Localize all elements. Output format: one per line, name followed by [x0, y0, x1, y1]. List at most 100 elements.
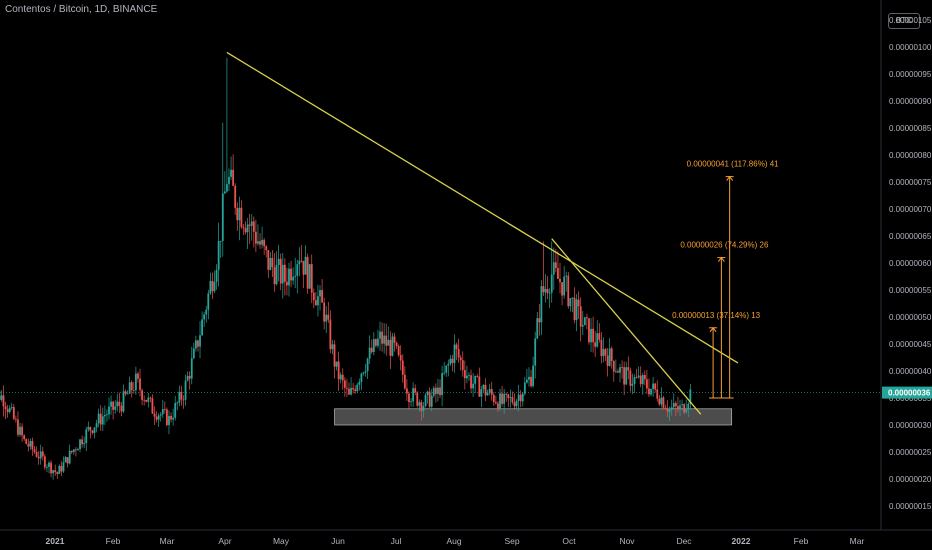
- candle: [12, 404, 15, 421]
- candle: [39, 444, 42, 465]
- candle: [532, 356, 535, 388]
- candle: [33, 446, 36, 454]
- candle: [110, 395, 112, 415]
- candle: [428, 387, 431, 408]
- candle: [523, 376, 526, 396]
- candle: [416, 391, 419, 408]
- candle: [290, 260, 292, 288]
- candle: [414, 384, 417, 396]
- trendline-1[interactable]: [226, 51, 739, 364]
- candle: [232, 154, 235, 187]
- candle: [331, 339, 334, 355]
- candle: [418, 399, 421, 412]
- candle: [567, 272, 570, 309]
- candle: [654, 382, 657, 393]
- candle: [246, 218, 249, 249]
- candle: [619, 363, 621, 383]
- candle: [199, 321, 201, 359]
- candle: [484, 378, 487, 402]
- candle: [401, 354, 404, 383]
- price-target-3[interactable]: 0.00000041 (117.86%) 41: [687, 160, 779, 398]
- candle: [399, 345, 402, 371]
- candle: [219, 240, 222, 258]
- candle: [10, 402, 13, 411]
- candle: [178, 385, 181, 407]
- candle: [277, 244, 280, 282]
- candle: [670, 399, 673, 416]
- candle: [157, 413, 160, 427]
- currency-badge[interactable]: BTC: [888, 13, 920, 29]
- candle: [267, 250, 270, 279]
- candle: [58, 464, 61, 475]
- candle: [490, 381, 493, 401]
- candle: [488, 383, 491, 396]
- candle: [356, 382, 359, 393]
- candle: [261, 226, 263, 249]
- candle: [62, 456, 65, 474]
- candle: [600, 332, 603, 364]
- candle: [509, 389, 512, 408]
- candle: [203, 312, 206, 327]
- candle: [364, 363, 367, 377]
- candle: [153, 406, 156, 426]
- candle: [548, 288, 551, 309]
- candle: [422, 401, 425, 418]
- y-tick-label: 0.00000105: [889, 16, 932, 25]
- candle: [681, 399, 683, 411]
- x-tick-label: Dec: [676, 536, 692, 546]
- candle: [346, 378, 348, 397]
- candle: [29, 438, 32, 450]
- candle: [339, 372, 342, 384]
- candle: [395, 341, 398, 349]
- candle: [215, 264, 218, 290]
- candle: [426, 390, 429, 404]
- candle: [389, 331, 392, 370]
- candle: [499, 388, 501, 411]
- candle: [377, 329, 379, 349]
- candle: [21, 423, 24, 442]
- candle: [31, 437, 34, 456]
- candle: [176, 401, 179, 411]
- candle: [476, 373, 479, 378]
- candle: [412, 382, 415, 407]
- candle: [337, 351, 340, 392]
- candle: [432, 386, 435, 398]
- candle: [281, 252, 284, 299]
- candle: [583, 316, 586, 326]
- candle: [573, 287, 576, 324]
- candle: [79, 438, 81, 453]
- candle: [519, 390, 522, 408]
- candle: [286, 267, 288, 296]
- y-tick-label: 0.00000015: [889, 502, 932, 511]
- y-tick-label: 0.00000080: [889, 151, 932, 160]
- price-target-1[interactable]: 0.00000013 (37.14%) 13: [672, 311, 761, 398]
- candle: [310, 254, 313, 304]
- candle: [0, 390, 3, 402]
- chart-title: Contentos / Bitcoin, 1D, BINANCE: [5, 4, 158, 15]
- x-tick-label: Mar: [160, 536, 175, 546]
- support-zone[interactable]: [334, 408, 733, 426]
- candle: [513, 393, 516, 409]
- trendline-2[interactable]: [551, 238, 702, 415]
- candle: [27, 438, 30, 452]
- candle: [544, 274, 547, 303]
- candle: [190, 346, 193, 385]
- candle: [323, 297, 326, 330]
- x-tick-label: Apr: [218, 536, 231, 546]
- candle: [656, 380, 659, 402]
- candle: [304, 245, 307, 275]
- candle: [118, 392, 121, 414]
- candle: [643, 370, 646, 386]
- candle: [614, 359, 617, 374]
- candle: [46, 464, 48, 473]
- candle: [201, 311, 203, 337]
- candle: [457, 338, 460, 363]
- candle: [581, 310, 584, 336]
- candle: [635, 368, 638, 379]
- candle: [606, 348, 609, 377]
- price-target-2[interactable]: 0.00000026 (74.29%) 26: [680, 241, 769, 398]
- candle: [674, 400, 677, 417]
- candle: [170, 412, 172, 423]
- candle: [683, 403, 686, 415]
